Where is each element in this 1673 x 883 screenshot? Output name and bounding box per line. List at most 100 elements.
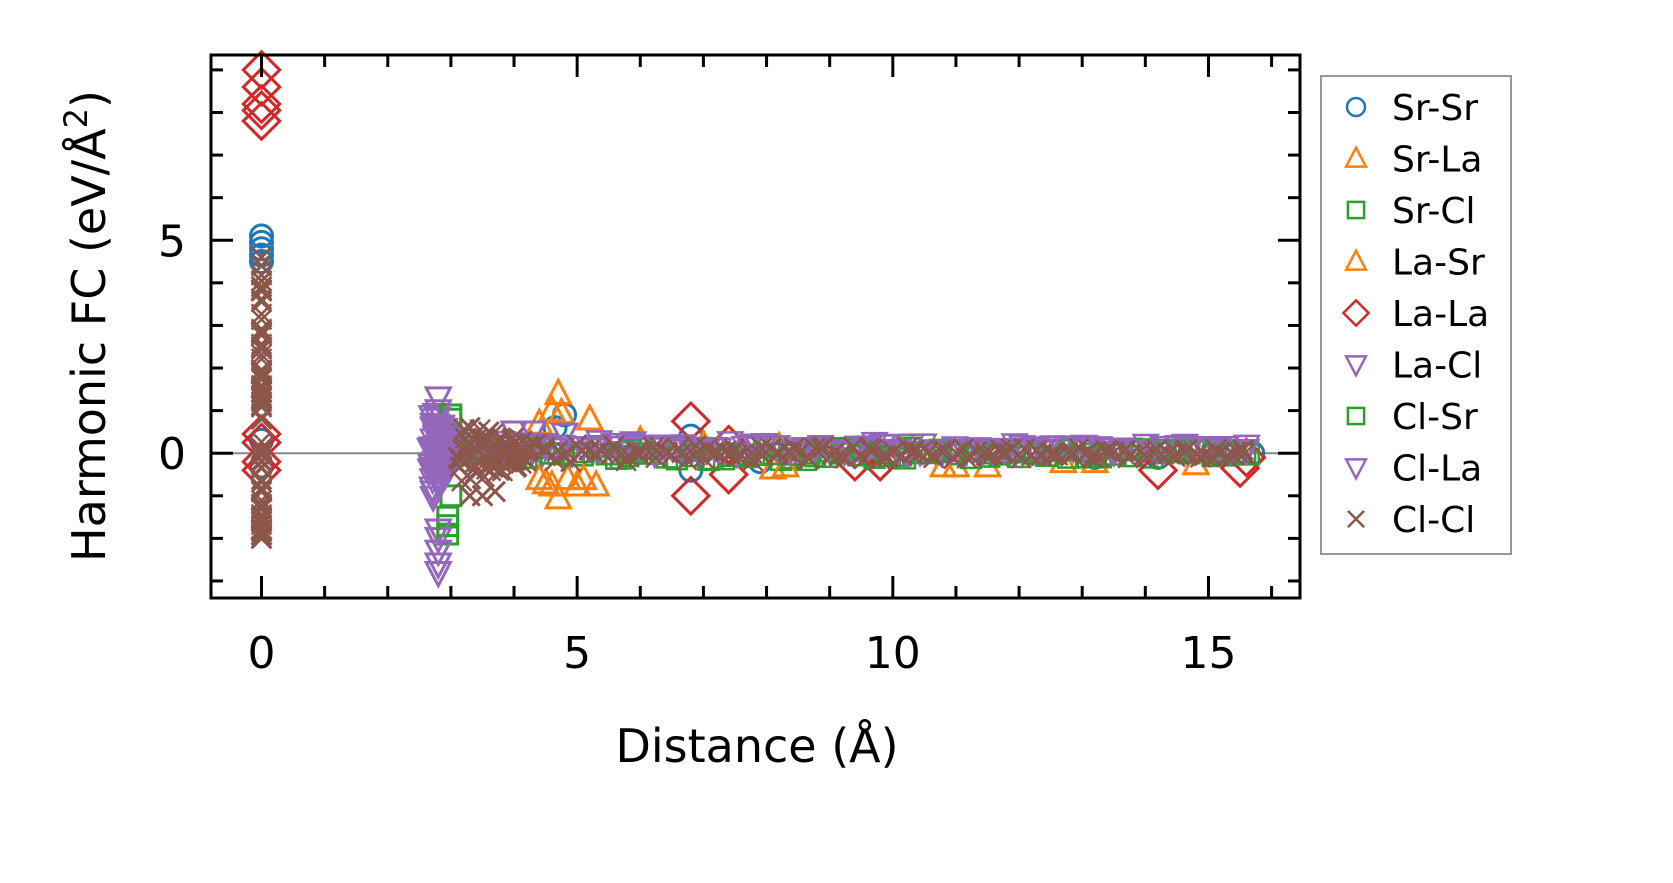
data-point (250, 343, 273, 366)
legend-label: La-La (1392, 294, 1489, 335)
legend-marker-icon (1344, 145, 1368, 168)
data-point (250, 524, 273, 546)
x-tick-label: 10 (865, 628, 921, 679)
data-point (553, 462, 583, 491)
data-point (531, 466, 561, 495)
data-point (250, 387, 273, 410)
data-point (810, 437, 832, 459)
data-point (249, 249, 275, 275)
legend: Sr-Sr Sr-La Sr-Cl La-Sr La-La La-Cl Cl-Sr Cl-La… (1320, 75, 1512, 555)
data-point (241, 100, 282, 142)
legend-label: Cl-La (1392, 449, 1482, 490)
data-point (1233, 443, 1256, 465)
data-point (250, 479, 273, 501)
legend-marker-icon (1344, 458, 1368, 481)
data-point (568, 462, 599, 491)
data-point (861, 438, 883, 461)
data-point (249, 236, 275, 262)
data-point (1001, 441, 1030, 469)
data-point (1056, 442, 1079, 464)
data-point (249, 223, 275, 249)
data-point (1215, 445, 1238, 468)
data-point (250, 246, 273, 269)
data-point (626, 440, 649, 463)
data-point (823, 442, 845, 464)
x-tick-label: 15 (1180, 628, 1236, 679)
data-point (436, 514, 460, 538)
legend-item-cl-sr: Cl-Sr (1346, 397, 1478, 438)
data-point (726, 445, 749, 468)
data-point (241, 90, 282, 131)
data-point (515, 450, 537, 473)
y-tick-label: 0 (158, 429, 186, 480)
legend-item-cl-cl: Cl-Cl (1347, 500, 1475, 541)
axis-ticks (211, 55, 1300, 598)
data-point (751, 437, 773, 459)
y-tick-label: 5 (158, 216, 186, 267)
legend-label: Sr-La (1392, 140, 1482, 181)
y-axis-label-superscript: 2 (57, 108, 95, 128)
x-axis-label: Distance (Å) (615, 719, 898, 773)
series-cl-cl (250, 246, 1256, 550)
data-point (829, 444, 851, 466)
data-point (533, 436, 556, 459)
y-axis-label: Harmonic FC (eV/Å2) (57, 90, 116, 562)
data-point (250, 348, 273, 370)
data-point (626, 442, 649, 465)
data-point (477, 420, 500, 443)
data-point (1095, 439, 1117, 462)
legend-item-sr-cl: Sr-Cl (1346, 191, 1475, 232)
legend-item-la-cl: La-Cl (1344, 346, 1482, 387)
data-point (804, 437, 826, 460)
data-point (250, 318, 273, 340)
legend-marker-icon (1344, 248, 1368, 271)
data-point (250, 338, 273, 361)
data-point (250, 443, 273, 466)
data-point (1232, 439, 1254, 461)
data-point (462, 453, 485, 475)
data-point (471, 484, 494, 507)
data-point (250, 254, 273, 277)
data-point (250, 366, 273, 389)
data-point (423, 518, 453, 547)
data-point (250, 377, 273, 399)
data-point (423, 561, 453, 589)
data-point (250, 527, 273, 550)
data-point (241, 83, 282, 125)
data-point (250, 278, 273, 301)
data-point (583, 442, 606, 465)
legend-marker-icon (1345, 96, 1367, 118)
data-point (562, 468, 592, 497)
data-point (1082, 446, 1105, 469)
legend-label: Sr-Sr (1392, 88, 1478, 129)
data-point (250, 303, 273, 325)
legend-label: Sr-Cl (1392, 191, 1475, 232)
data-point (458, 416, 481, 439)
legend-label: La-Cl (1392, 346, 1482, 387)
legend-marker-icon (1347, 510, 1365, 528)
legend-marker-icon (1346, 406, 1366, 426)
legend-item-sr-sr: Sr-Sr (1345, 88, 1478, 129)
data-point (670, 475, 712, 517)
tick-labels: 0 5 10 15 0 5 (158, 216, 1236, 679)
data-point (902, 439, 925, 461)
data-point (684, 444, 706, 467)
legend-item-la-la: La-La (1341, 294, 1489, 335)
data-point (439, 435, 468, 463)
data-point (250, 276, 273, 298)
data-point (896, 436, 919, 459)
data-point (241, 49, 282, 91)
data-point (249, 229, 275, 255)
data-point (250, 496, 273, 518)
data-point (1041, 442, 1063, 464)
legend-label: La-Sr (1392, 243, 1485, 284)
legend-marker-icon (1341, 298, 1371, 328)
data-point (250, 270, 273, 293)
data-point (250, 384, 273, 407)
data-point (423, 552, 453, 581)
data-point (581, 468, 611, 497)
data-point (631, 441, 654, 464)
data-point (956, 447, 978, 469)
y-axis-label-main: Harmonic FC (eV/Å (62, 128, 116, 562)
